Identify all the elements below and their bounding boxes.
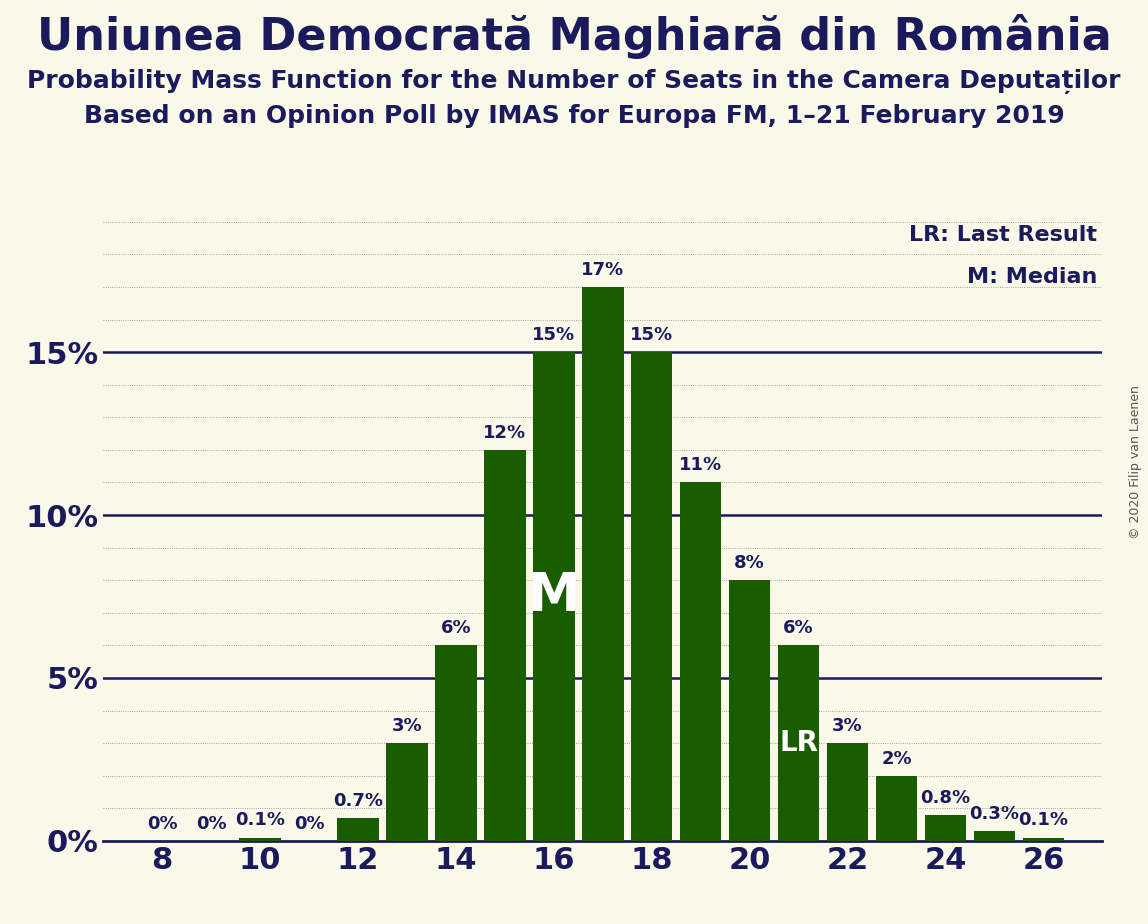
Text: 12%: 12%	[483, 424, 526, 442]
Text: 2%: 2%	[882, 749, 912, 768]
Bar	[924, 815, 967, 841]
Bar	[338, 818, 379, 841]
Bar	[1023, 837, 1064, 841]
Text: 11%: 11%	[680, 456, 722, 474]
Text: 0.1%: 0.1%	[1018, 811, 1069, 830]
Text: LR: LR	[779, 729, 819, 757]
Text: 3%: 3%	[391, 717, 422, 735]
Text: 0.7%: 0.7%	[333, 792, 383, 809]
Text: Based on an Opinion Poll by IMAS for Europa FM, 1–21 February 2019: Based on an Opinion Poll by IMAS for Eur…	[84, 104, 1064, 128]
Text: 15%: 15%	[533, 326, 575, 344]
Text: 0%: 0%	[195, 815, 226, 833]
Text: M: Median: M: Median	[967, 267, 1097, 287]
Bar	[386, 743, 428, 841]
Text: 6%: 6%	[441, 619, 471, 638]
Bar	[484, 450, 526, 841]
Bar	[582, 287, 623, 841]
Text: 6%: 6%	[783, 619, 814, 638]
Text: 3%: 3%	[832, 717, 863, 735]
Bar	[533, 352, 574, 841]
Text: 0%: 0%	[147, 815, 178, 833]
Bar	[827, 743, 868, 841]
Text: Probability Mass Function for the Number of Seats in the Camera Deputaților: Probability Mass Function for the Number…	[28, 69, 1120, 94]
Bar	[435, 645, 476, 841]
Bar	[876, 775, 917, 841]
Text: 0.1%: 0.1%	[235, 811, 285, 830]
Text: LR: Last Result: LR: Last Result	[909, 225, 1097, 245]
Text: Uniunea Democrată Maghiară din România: Uniunea Democrată Maghiară din România	[37, 14, 1111, 59]
Text: M: M	[527, 570, 580, 623]
Bar	[777, 645, 820, 841]
Text: © 2020 Filip van Laenen: © 2020 Filip van Laenen	[1130, 385, 1142, 539]
Text: 0.8%: 0.8%	[921, 788, 970, 807]
Text: 0%: 0%	[294, 815, 324, 833]
Bar	[974, 831, 1015, 841]
Bar	[631, 352, 673, 841]
Bar	[729, 580, 770, 841]
Text: 17%: 17%	[581, 261, 625, 279]
Bar	[239, 837, 281, 841]
Bar	[680, 482, 721, 841]
Text: 0.3%: 0.3%	[969, 805, 1019, 823]
Text: 8%: 8%	[735, 554, 765, 572]
Text: 15%: 15%	[630, 326, 673, 344]
